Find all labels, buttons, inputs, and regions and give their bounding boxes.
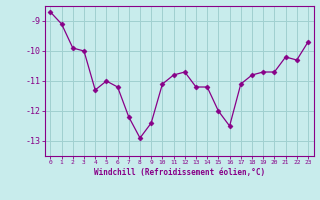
X-axis label: Windchill (Refroidissement éolien,°C): Windchill (Refroidissement éolien,°C) xyxy=(94,168,265,177)
